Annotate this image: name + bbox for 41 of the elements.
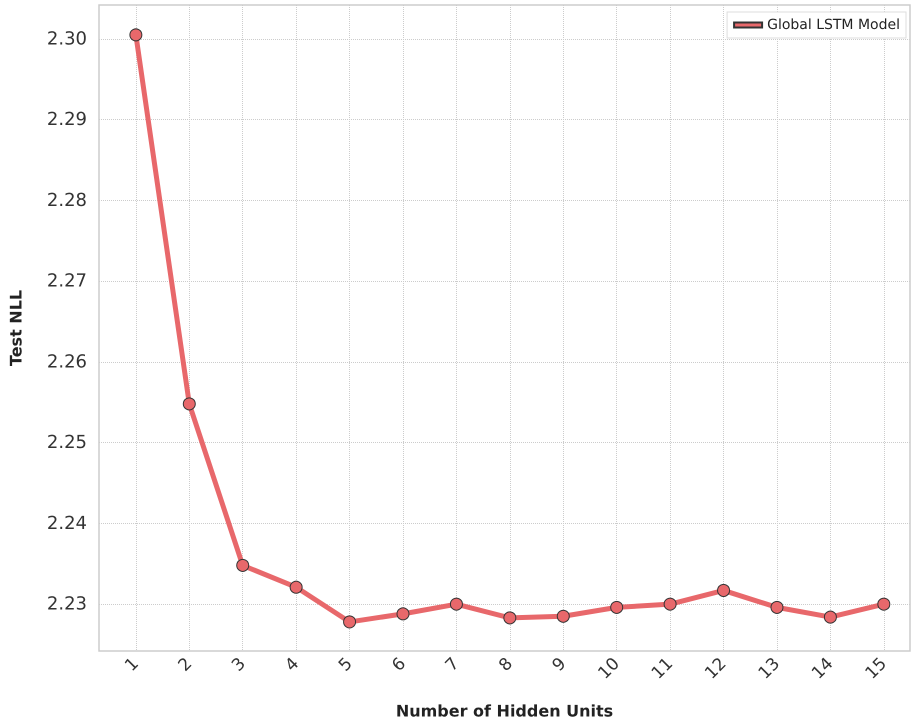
legend-label: Global LSTM Model (767, 17, 900, 33)
y-tick-label: 2.29 (46, 109, 87, 130)
point (824, 610, 837, 624)
point (610, 600, 624, 614)
y-tick-label: 2.28 (46, 190, 87, 211)
y-tick-label: 2.23 (46, 594, 87, 615)
x-tick-label: 4 (281, 654, 304, 676)
x-tick-label: 10 (594, 654, 624, 684)
point (450, 598, 463, 611)
y-axis-title: Test NLL (6, 290, 26, 366)
point (664, 598, 677, 611)
x-tick-label: 15 (861, 654, 891, 684)
point (503, 611, 516, 624)
point (236, 558, 250, 572)
point (396, 607, 410, 620)
y-tick-label: 2.27 (46, 270, 87, 292)
point (343, 615, 356, 628)
point (556, 610, 570, 623)
x-tick-label: 6 (388, 654, 410, 676)
x-axis-title: Number of Hidden Units (396, 702, 614, 720)
point (290, 580, 303, 594)
x-tick-label: 5 (334, 654, 357, 676)
point (129, 28, 142, 42)
point (770, 600, 784, 614)
x-tick-label: 2 (174, 654, 196, 676)
y-tick-label: 2.25 (46, 432, 87, 454)
y-tick-label: 2.26 (46, 351, 87, 372)
x-tick-label: 8 (495, 654, 517, 676)
x-tick-label: 7 (442, 654, 464, 676)
y-tick-label: 2.24 (46, 512, 87, 534)
x-tick-label: 13 (754, 654, 784, 684)
x-tick-label: 12 (701, 654, 731, 684)
y-tick-label: 2.30 (46, 28, 87, 50)
x-tick-label: 3 (228, 654, 250, 676)
point (717, 584, 730, 597)
x-tick-label: 14 (808, 654, 838, 684)
x-tick-label: 1 (121, 654, 143, 676)
point (877, 598, 890, 611)
point (182, 397, 196, 410)
x-tick-label: 9 (548, 654, 570, 676)
x-tick-label: 11 (648, 654, 678, 684)
